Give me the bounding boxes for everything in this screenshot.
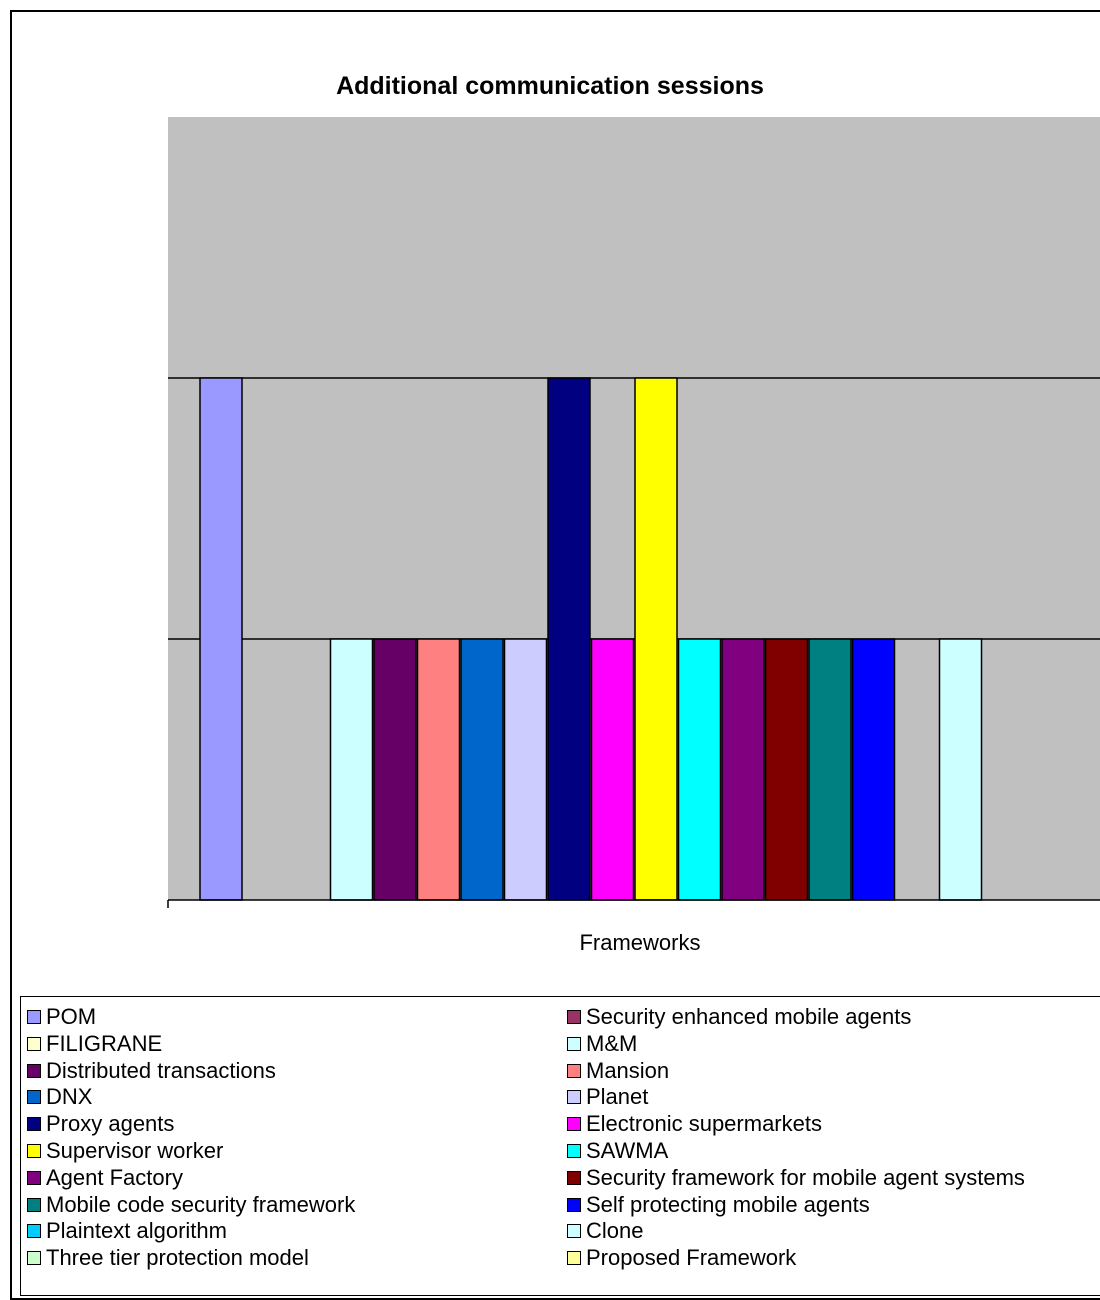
legend-label: Proposed Framework <box>586 1245 797 1271</box>
legend-swatch <box>27 1117 41 1132</box>
legend-item: Mobile code security framework <box>27 1192 355 1218</box>
legend-label: DNX <box>46 1084 93 1110</box>
bar <box>808 638 852 901</box>
legend-label: FILIGRANE <box>46 1030 163 1056</box>
legend-item: Agent Factory <box>27 1165 183 1191</box>
legend-item: Distributed transactions <box>27 1058 276 1084</box>
legend-swatch <box>27 1010 41 1024</box>
legend-label: Agent Factory <box>46 1164 183 1190</box>
legend-item: Planet <box>567 1084 648 1110</box>
legend-label: Self protecting mobile agents <box>586 1191 870 1217</box>
bar <box>329 638 374 901</box>
legend-item: POM <box>27 1004 96 1030</box>
legend-label: Mansion <box>586 1057 670 1083</box>
legend-item: Security enhanced mobile agents <box>567 1004 911 1030</box>
legend-label: Security framework for mobile agent syst… <box>586 1164 1025 1190</box>
legend-label: Mobile code security framework <box>46 1191 356 1217</box>
legend-item: FILIGRANE <box>27 1031 162 1057</box>
legend-label: Plaintext algorithm <box>46 1218 227 1244</box>
legend: POM Security enhanced mobile agents FILIGR… <box>20 996 1100 1296</box>
legend-item: Proxy agents <box>27 1111 174 1137</box>
legend-swatch <box>567 1036 581 1051</box>
legend-swatch <box>27 1144 41 1158</box>
bar <box>590 638 635 901</box>
legend-label: Electronic supermarkets <box>586 1111 822 1137</box>
legend-swatch <box>27 1090 41 1105</box>
bar <box>851 638 896 901</box>
legend-item: Three tier protection model <box>27 1245 309 1271</box>
legend-label: Clone <box>586 1218 644 1244</box>
legend-swatch <box>27 1197 41 1212</box>
legend-swatch <box>567 1170 581 1185</box>
legend-swatch <box>567 1117 581 1132</box>
bar <box>634 377 678 901</box>
bar <box>503 638 548 901</box>
legend-item: Security framework for mobile agent syst… <box>567 1165 1025 1191</box>
legend-swatch <box>27 1224 41 1239</box>
legend-swatch <box>27 1036 41 1051</box>
bar <box>677 638 722 901</box>
legend-swatch <box>567 1010 581 1024</box>
legend-item: M&M <box>567 1031 637 1057</box>
legend-swatch <box>567 1251 581 1266</box>
legend-label: Three tier protection model <box>46 1245 309 1271</box>
bar <box>416 638 461 901</box>
legend-label: Supervisor worker <box>46 1138 224 1163</box>
legend-label: SAWMA <box>586 1138 669 1163</box>
legend-item: Self protecting mobile agents <box>567 1192 870 1218</box>
bar <box>938 638 983 901</box>
legend-item: Clone <box>567 1218 643 1244</box>
bar <box>547 377 591 901</box>
legend-label: Planet <box>586 1084 649 1110</box>
legend-swatch <box>567 1063 581 1078</box>
legend-item: SAWMA <box>567 1138 668 1164</box>
legend-item: Proposed Framework <box>567 1245 796 1271</box>
legend-label: POM <box>46 1004 97 1029</box>
x-axis-label: Frameworks <box>579 930 701 955</box>
bar <box>460 638 504 901</box>
legend-swatch <box>567 1090 581 1105</box>
legend-item: Plaintext algorithm <box>27 1218 227 1244</box>
legend-label: Proxy agents <box>46 1111 175 1137</box>
legend-item: Mansion <box>567 1058 669 1084</box>
legend-swatch <box>567 1197 581 1212</box>
legend-swatch <box>27 1170 41 1185</box>
legend-item: DNX <box>27 1084 92 1110</box>
chart-plot <box>167 117 1100 908</box>
legend-label: Security enhanced mobile agents <box>586 1004 912 1029</box>
legend-swatch <box>27 1251 41 1266</box>
bar <box>373 638 417 901</box>
bar <box>199 377 243 901</box>
legend-label: M&M <box>586 1030 638 1056</box>
legend-swatch <box>567 1144 581 1158</box>
chart-title: Additional communication sessions <box>336 72 764 100</box>
legend-label: Distributed transactions <box>46 1057 276 1083</box>
legend-item: Electronic supermarkets <box>567 1111 822 1137</box>
legend-swatch <box>27 1063 41 1078</box>
legend-swatch <box>567 1224 581 1239</box>
legend-item: Supervisor worker <box>27 1138 223 1164</box>
bar <box>764 638 809 901</box>
bar <box>721 638 765 901</box>
